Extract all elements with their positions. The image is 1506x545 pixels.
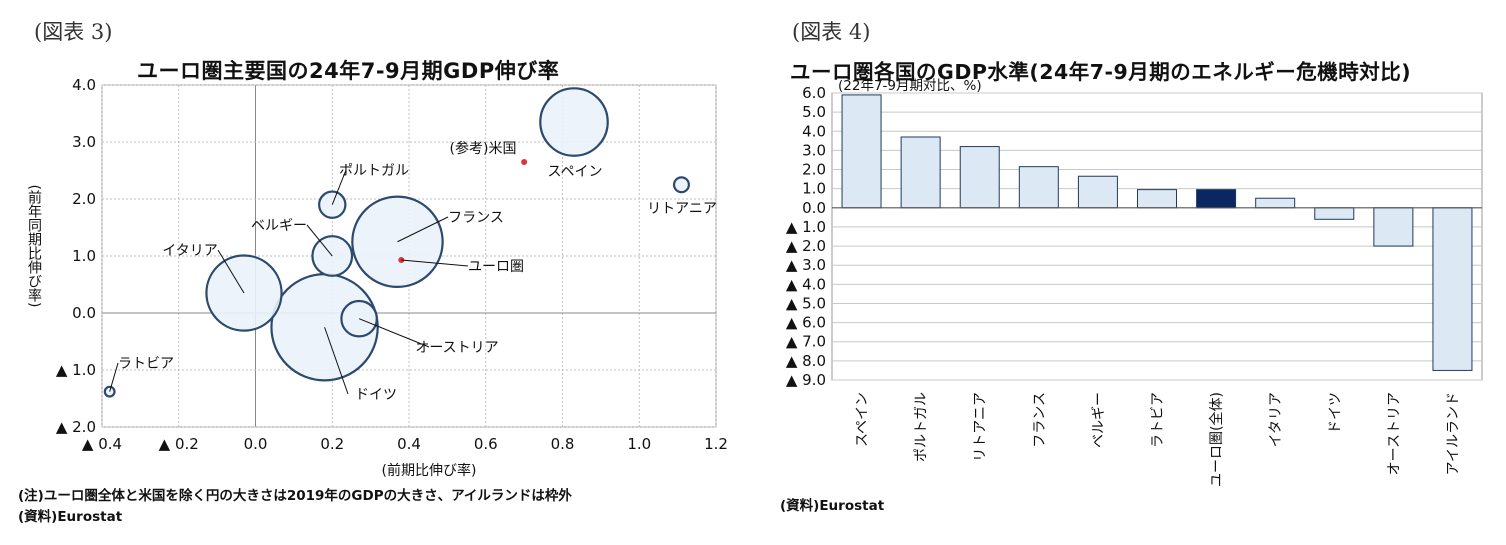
bar xyxy=(1432,207,1473,371)
y-tick-label: ▲ 9.0 xyxy=(786,371,826,389)
bubble-chart-note: (注)ユーロ圏全体と米国を除く円の大きさは2019年のGDPの大きさ、アイルラン… xyxy=(18,488,572,504)
x-tick-label: ベルギー xyxy=(1091,392,1107,448)
bar xyxy=(1196,189,1237,209)
leader-line xyxy=(358,318,430,348)
bubble xyxy=(672,176,690,194)
y-tick-label: ▲ 2.0 xyxy=(56,418,96,436)
bar xyxy=(1373,207,1414,247)
point-label: イタリア xyxy=(162,243,217,259)
x-tick-label: ▲ 0.4 xyxy=(82,435,122,453)
bar xyxy=(1255,197,1296,209)
bubble-chart-source: (資料)Eurostat xyxy=(18,509,123,525)
bubble xyxy=(205,254,283,332)
y-tick-label: ▲ 1.0 xyxy=(56,361,96,379)
bubble-chart: ▲ 0.4 ▲ 0.2 0.0 0.2 0.4 0.6 0.8 1.0 1.2 4.0 3.0 2.0… xyxy=(26,76,728,479)
point-label: フランス xyxy=(448,210,504,226)
y-tick-label: 2.0 xyxy=(72,190,96,208)
bar-chart-title: ユーロ圏各国のGDP水準(24年7-9月期のエネルギー危機時対比) xyxy=(790,60,1412,84)
leader-line xyxy=(109,362,119,392)
x-tick-label: ユーロ圏(全体) xyxy=(1208,392,1225,487)
bar xyxy=(1137,189,1177,209)
bubble xyxy=(103,385,116,398)
y-tick-label: ▲ 6.0 xyxy=(786,314,826,332)
x-tick-label: フランス xyxy=(1032,392,1048,448)
point-label: ドイツ xyxy=(355,387,397,403)
y-axis-label: (前年同期比伸び率) xyxy=(26,185,42,308)
x-tick-label: 0.0 xyxy=(244,435,268,453)
leader-line xyxy=(331,169,347,205)
x-tick-label: 1.2 xyxy=(704,435,728,453)
point-dot xyxy=(521,158,528,165)
y-tick-label: 4.0 xyxy=(802,122,826,140)
point-label: ポルトガル xyxy=(339,163,409,179)
y-tick-label: ▲ 7.0 xyxy=(786,333,826,351)
point-label: ユーロ圏 xyxy=(468,259,524,275)
y-tick-label: ▲ 1.0 xyxy=(786,218,826,236)
x-tick-label: ポルトガル xyxy=(914,392,930,462)
leader-line xyxy=(397,216,449,243)
figure-label-4: (図表 4) xyxy=(792,20,871,44)
y-axis-label: (22年7-9月期対比、%) xyxy=(838,78,982,94)
y-tick-label: 0.0 xyxy=(802,199,826,217)
point-label: (参考)米国 xyxy=(450,140,517,157)
leader-line xyxy=(306,224,333,257)
y-tick-label: 2.0 xyxy=(802,161,826,179)
y-tick-label: ▲ 3.0 xyxy=(786,256,826,274)
point-label: リトアニア xyxy=(647,201,717,217)
y-tick-label: 1.0 xyxy=(72,247,96,265)
y-tick-label: 6.0 xyxy=(802,84,826,102)
x-tick-label: リトアニア xyxy=(973,392,989,462)
y-tick-label: 5.0 xyxy=(802,103,826,121)
x-tick-label: 0.6 xyxy=(474,435,498,453)
x-tick-label: ラトビア xyxy=(1150,392,1166,448)
x-axis-label: (前期比伸び率) xyxy=(382,462,477,479)
y-tick-label: 3.0 xyxy=(802,141,826,159)
x-tick-label: 0.2 xyxy=(320,435,344,453)
leader-line xyxy=(401,259,469,267)
bar-chart-source: (資料)Eurostat xyxy=(780,498,885,514)
y-tick-label: 0.0 xyxy=(72,304,96,322)
bar xyxy=(1314,207,1355,220)
right-panel: (図表 4) ユーロ圏各国のGDP水準(24年7-9月期のエネルギー危機時対比)… xyxy=(760,0,1506,545)
y-tick-label: 3.0 xyxy=(72,133,96,151)
bar xyxy=(1018,166,1059,209)
x-tick-label: オーストリア xyxy=(1386,392,1402,475)
x-tick-label: ドイツ xyxy=(1327,392,1343,434)
point-label: ラトビア xyxy=(118,356,174,372)
y-tick-label: ▲ 2.0 xyxy=(786,237,826,255)
x-tick-label: 1.0 xyxy=(627,435,651,453)
x-tick-label: 0.4 xyxy=(397,435,421,453)
bubble xyxy=(539,87,609,157)
x-tick-label: アイルランド xyxy=(1445,392,1461,475)
point-label: オーストリア xyxy=(415,340,498,356)
bar xyxy=(959,146,1000,209)
leader-line xyxy=(217,249,245,294)
y-tick-label: ▲ 8.0 xyxy=(786,352,826,370)
x-tick-label: 0.8 xyxy=(551,435,575,453)
x-tick-label: イタリア xyxy=(1268,392,1284,447)
bar xyxy=(1077,175,1118,209)
bar xyxy=(900,136,941,209)
bar-chart: 6.05.04.03.0 2.01.00.0▲ 1.0▲ 2.0▲ 3.0▲ 4.… xyxy=(786,78,1483,487)
x-tick-label: ▲ 0.2 xyxy=(159,435,199,453)
figure-label-3: (図表 3) xyxy=(34,20,113,44)
leader-line xyxy=(324,327,349,395)
bubble-chart-title: ユーロ圏主要国の24年7-9月期GDP伸び率 xyxy=(137,59,560,83)
y-tick-label: ▲ 5.0 xyxy=(786,294,826,312)
y-tick-label: 1.0 xyxy=(802,180,826,198)
point-label: スペイン xyxy=(547,164,602,180)
left-panel: (図表 3) ユーロ圏主要国の24年7-9月期GDP伸び率 ▲ 0.4 ▲ 0.2… xyxy=(0,0,740,545)
y-tick-label: 4.0 xyxy=(72,76,96,94)
point-label: ベルギー xyxy=(251,218,307,234)
bar xyxy=(841,94,882,209)
y-tick-label: ▲ 4.0 xyxy=(786,275,826,293)
x-tick-label: スペイン xyxy=(855,392,871,447)
